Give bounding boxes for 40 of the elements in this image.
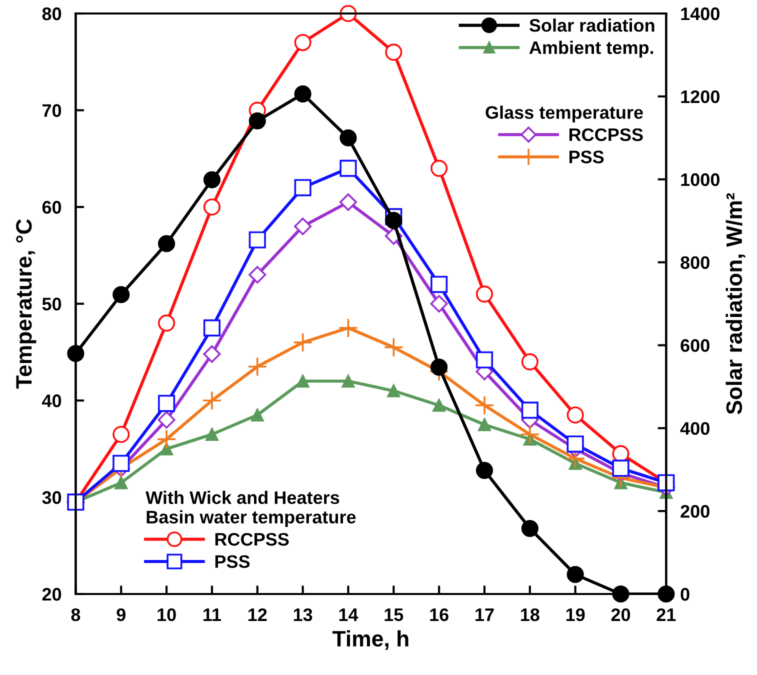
legend-label: RCCPSS (215, 532, 289, 546)
y-tick-label: 70 (42, 104, 62, 117)
y2-tick-label: 400 (680, 422, 710, 435)
x-tick-label: 20 (611, 608, 630, 622)
annotation: With Wick and Heaters Basin water temperature (146, 490, 356, 528)
x-tick-label: 15 (384, 608, 404, 622)
x-tick-label: 10 (158, 608, 176, 622)
y-tick-label: 50 (42, 298, 62, 310)
x-tick-label: 9 (116, 608, 126, 622)
annotation: Glass temperature (486, 106, 643, 122)
legend-label: RCCPSS (569, 128, 643, 142)
x-tick-label: 11 (204, 608, 222, 621)
legend-label: Solar radiation (529, 18, 654, 32)
x-tick-label: 12 (248, 608, 267, 621)
x-tick-label: 8 (71, 608, 80, 622)
y2-axis-title: Solar radiation, W/m² (726, 193, 746, 414)
y2-tick-label: 0 (680, 588, 690, 601)
x-tick-label: 16 (430, 608, 448, 622)
y2-tick-label: 1200 (681, 90, 720, 104)
legend-label: Ambient temp. (529, 40, 654, 58)
y2-tick-label: 1000 (681, 173, 720, 186)
x-tick-label: 19 (566, 608, 585, 622)
x-tick-label: 13 (294, 608, 312, 622)
y-axis-title: Temperature, °C (16, 219, 36, 389)
x-tick-label: 17 (476, 608, 494, 621)
x-tick-label: 21 (656, 608, 676, 621)
y-tick-label: 30 (42, 491, 62, 504)
y-tick-label: 80 (42, 7, 62, 20)
y-tick-label: 20 (42, 588, 62, 601)
legend-label: PSS (569, 150, 604, 164)
y-tick-label: 60 (42, 200, 62, 214)
x-tick-label: 14 (339, 608, 358, 621)
y2-tick-label: 1400 (681, 7, 720, 20)
legend-label: PSS (215, 555, 250, 568)
y2-tick-label: 200 (680, 505, 710, 518)
x-axis-title: Time, h (332, 630, 408, 650)
y2-tick-label: 800 (680, 256, 710, 270)
x-tick-label: 18 (520, 608, 540, 622)
y2-tick-label: 600 (680, 339, 710, 352)
y-tick-label: 40 (42, 394, 62, 408)
